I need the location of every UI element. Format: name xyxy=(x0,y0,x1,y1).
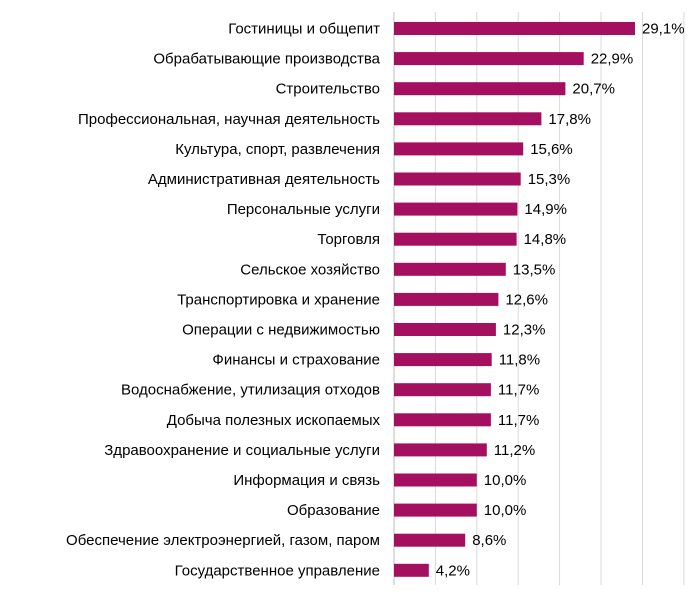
bar xyxy=(394,323,496,336)
bar xyxy=(394,533,466,547)
value-label: 8,6% xyxy=(472,532,506,549)
category-label: Транспортировка и хранение xyxy=(177,291,380,308)
category-label: Финансы и страхование xyxy=(212,352,380,369)
category-label: Государственное управление xyxy=(175,562,380,579)
category-label: Добыча полезных ископаемых xyxy=(167,412,381,429)
value-label: 20,7% xyxy=(572,81,615,98)
category-label: Профессиональная, научная деятельность xyxy=(78,111,380,128)
category-label: Административная деятельность xyxy=(148,171,380,188)
value-label: 29,1% xyxy=(642,21,685,38)
category-label: Обеспечение электроэнергией, газом, паро… xyxy=(66,532,380,549)
value-label: 13,5% xyxy=(513,261,556,278)
value-label: 12,3% xyxy=(503,322,546,339)
bar xyxy=(394,202,518,216)
bar xyxy=(394,503,477,517)
bars xyxy=(394,22,635,577)
category-label: Сельское хозяйство xyxy=(240,261,380,278)
category-label: Торговля xyxy=(317,231,380,248)
bar xyxy=(394,52,584,66)
value-label: 15,3% xyxy=(528,171,571,188)
bar xyxy=(394,142,524,156)
value-label: 4,2% xyxy=(436,562,470,579)
value-label: 10,0% xyxy=(484,502,527,519)
value-label: 11,7% xyxy=(498,382,539,399)
bar xyxy=(394,112,542,126)
bar xyxy=(394,82,566,96)
category-label: Культура, спорт, развлечения xyxy=(175,141,380,158)
value-labels: 29,1% 22,9% 20,7% 17,8% 15,6% 15,3% 14,9% 14,8%… xyxy=(436,21,685,580)
bar xyxy=(394,232,517,246)
value-label: 11,8% xyxy=(499,352,540,369)
bar xyxy=(394,22,635,35)
bar xyxy=(394,563,429,577)
value-label: 17,8% xyxy=(548,111,591,128)
category-label: Образование xyxy=(287,502,380,519)
value-label: 15,6% xyxy=(530,141,573,158)
category-label: Водоснабжение, утилизация отходов xyxy=(121,382,380,399)
bar xyxy=(394,353,492,367)
category-label: Обрабатывающие производства xyxy=(153,51,380,68)
bar xyxy=(394,172,521,186)
category-label: Гостиницы и общепит xyxy=(228,21,380,38)
category-label: Здравоохранение и социальные услуги xyxy=(104,442,380,459)
value-label: 11,7% xyxy=(498,412,539,429)
category-label: Информация и связь xyxy=(233,472,380,489)
value-label: 14,8% xyxy=(524,231,567,248)
gridlines xyxy=(434,12,685,585)
category-label: Персональные услуги xyxy=(227,201,380,218)
category-label: Строительство xyxy=(276,81,380,98)
value-label: 12,6% xyxy=(505,291,548,308)
value-label: 22,9% xyxy=(591,51,634,68)
bar xyxy=(394,413,491,427)
bar xyxy=(394,383,491,397)
bar xyxy=(394,292,499,306)
category-labels: Гостиницы и общепит Обрабатывающие произв… xyxy=(66,21,381,580)
bar xyxy=(394,473,477,487)
category-label: Операции с недвижимостью xyxy=(182,322,380,339)
bar xyxy=(394,262,506,276)
value-label: 14,9% xyxy=(524,201,567,218)
value-label: 11,2% xyxy=(494,442,535,459)
value-label: 10,0% xyxy=(484,472,527,489)
bar xyxy=(394,443,487,457)
